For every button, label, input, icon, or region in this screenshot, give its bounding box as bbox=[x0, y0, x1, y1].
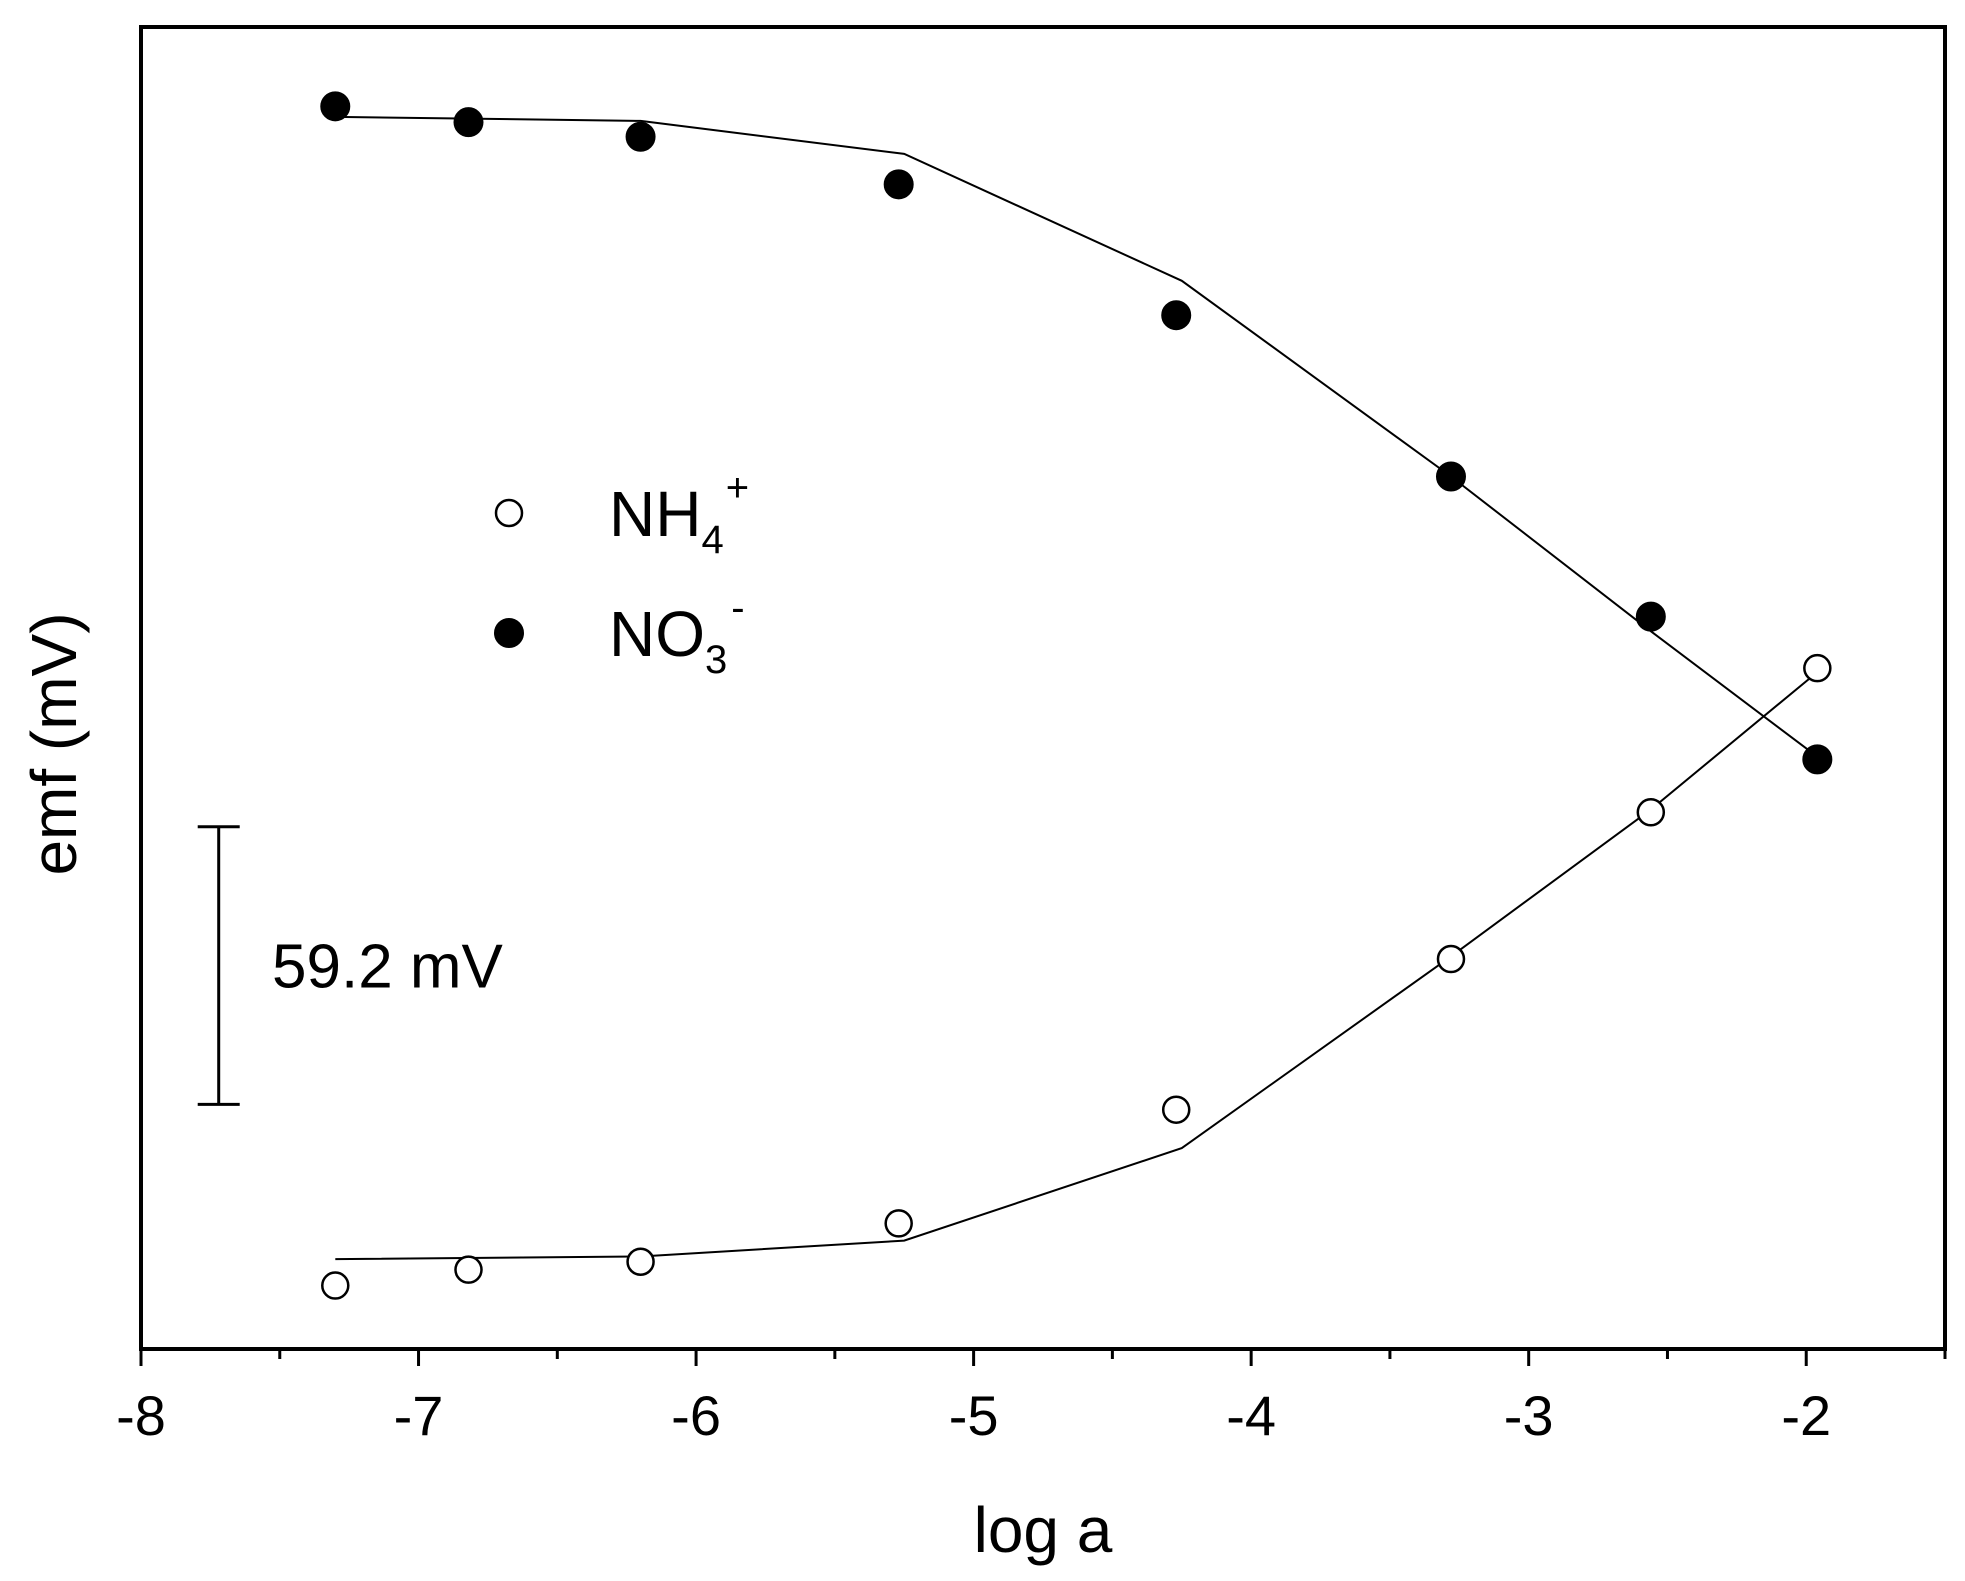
scale-bar-label: 59.2 mV bbox=[272, 933, 504, 1002]
data-point-no3 bbox=[453, 107, 484, 138]
legend: NH4+ NO3- bbox=[494, 466, 749, 682]
data-point-no3 bbox=[1802, 744, 1833, 775]
x-tick-label: -7 bbox=[394, 1384, 444, 1447]
legend-label-nh4-sup: + bbox=[726, 466, 749, 510]
legend-label-no3: NO3- bbox=[609, 586, 745, 682]
legend-marker-no3 bbox=[494, 618, 524, 648]
data-point-nh4 bbox=[1803, 653, 1832, 683]
fit-lines bbox=[335, 115, 1818, 1261]
fit-line-no3 bbox=[335, 115, 1818, 758]
legend-label-nh4-sub: 4 bbox=[701, 518, 723, 562]
legend-label-no3-main: NO bbox=[609, 598, 705, 670]
x-tick-label: -3 bbox=[1504, 1384, 1554, 1447]
legend-label-nh4-main: NH bbox=[609, 478, 701, 550]
legend-label-no3-sup: - bbox=[731, 586, 744, 630]
data-point-no3 bbox=[1435, 461, 1466, 492]
legend-label-no3-sub: 3 bbox=[705, 638, 727, 682]
x-tick-label: -4 bbox=[1226, 1384, 1276, 1447]
legend-label-nh4: NH4+ bbox=[609, 466, 749, 562]
plot-frame bbox=[139, 25, 1947, 1351]
data-point-nh4 bbox=[626, 1247, 655, 1276]
data-point-no3 bbox=[883, 169, 914, 200]
data-point-no3 bbox=[1161, 300, 1192, 331]
data-point-nh4 bbox=[454, 1255, 483, 1284]
data-point-no3 bbox=[320, 91, 351, 122]
x-tick-label: -8 bbox=[116, 1384, 166, 1447]
x-tick-label: -5 bbox=[949, 1384, 999, 1447]
scale-bar: 59.2 mV bbox=[197, 825, 504, 1106]
x-tick-label: -6 bbox=[671, 1384, 721, 1447]
x-axis-label: log a bbox=[974, 1494, 1113, 1566]
legend-marker-nh4 bbox=[494, 498, 524, 528]
data-point-nh4 bbox=[321, 1271, 350, 1300]
data-point-no3 bbox=[1635, 601, 1666, 632]
y-axis-label: emf (mV) bbox=[18, 612, 90, 875]
data-markers bbox=[320, 91, 1833, 1300]
x-tick-label: -2 bbox=[1781, 1384, 1831, 1447]
data-point-nh4 bbox=[1436, 944, 1466, 974]
fit-line-nh4 bbox=[335, 671, 1818, 1261]
data-point-nh4 bbox=[884, 1209, 913, 1238]
x-axis: -8 -7 -6 -5 -4 -3 -2 bbox=[116, 1349, 1947, 1447]
data-point-nh4 bbox=[1636, 798, 1666, 827]
data-point-no3 bbox=[625, 121, 656, 152]
data-point-nh4 bbox=[1161, 1095, 1191, 1124]
